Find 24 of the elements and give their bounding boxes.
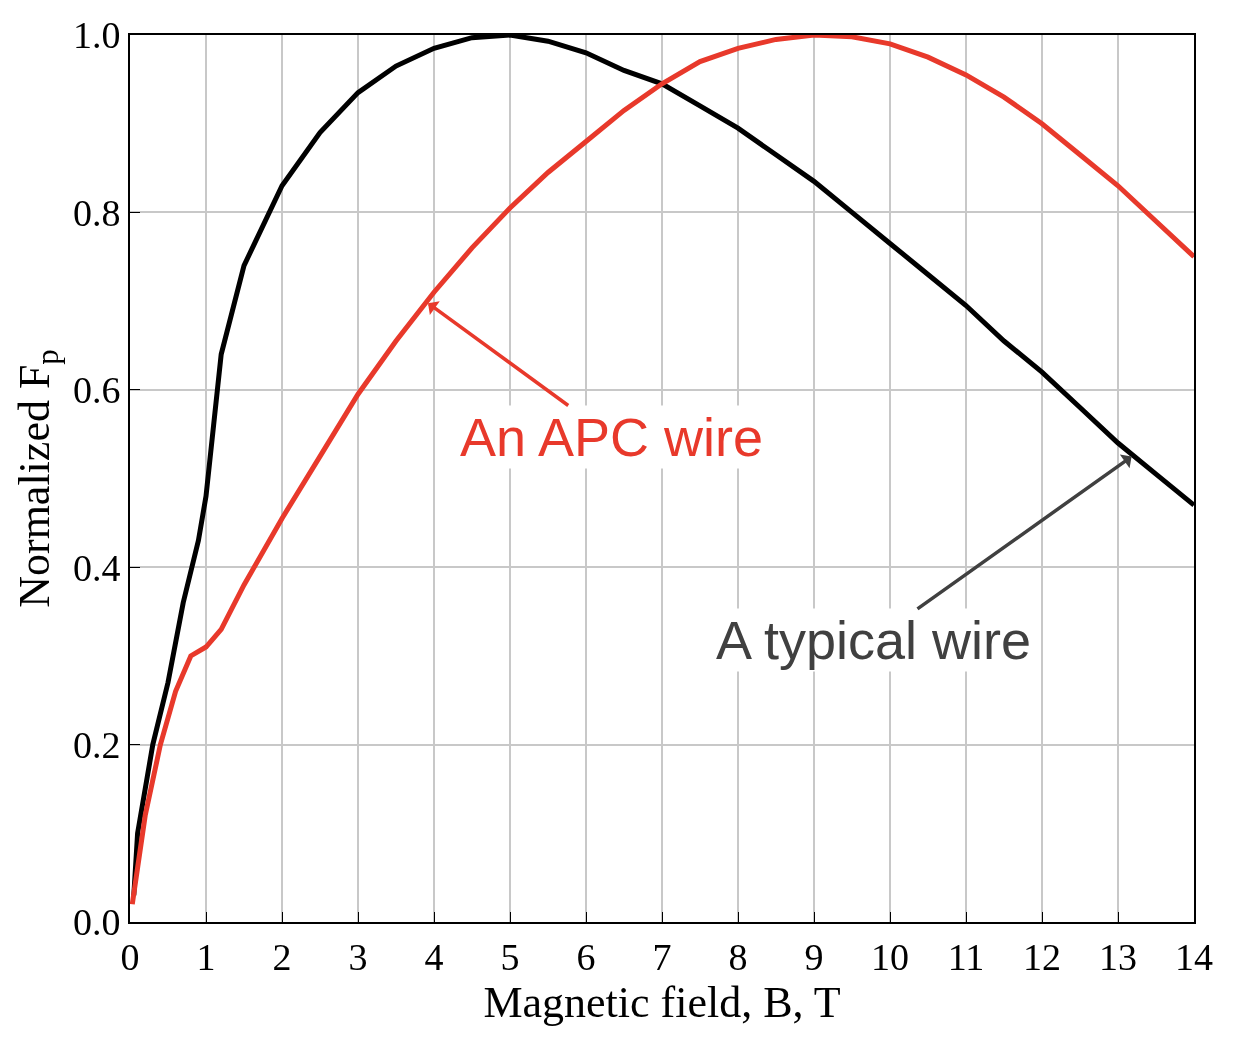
x-tick-label: 10 [871, 935, 909, 978]
x-tick-label: 12 [1023, 935, 1061, 978]
x-axis-title: Magnetic field, B, T [483, 977, 841, 1027]
x-tick-label: 4 [424, 935, 444, 978]
x-tick-label: 13 [1099, 935, 1137, 978]
y-tick-label: 1.0 [72, 14, 121, 57]
x-tick-label: 8 [728, 935, 748, 978]
x-tick-label: 6 [576, 935, 596, 978]
y-tick-label: 0.6 [72, 369, 121, 412]
annotation: A typical wire [716, 610, 1032, 670]
x-tick-label: 1 [196, 935, 216, 978]
annotation: An APC wire [460, 407, 764, 467]
x-tick-label: 3 [348, 935, 368, 978]
y-tick-label: 0.0 [72, 901, 121, 944]
y-tick-label: 0.4 [72, 546, 121, 589]
x-tick-label: 0 [120, 935, 140, 978]
x-tick-label: 2 [272, 935, 292, 978]
y-tick-label: 0.8 [72, 191, 121, 234]
x-tick-label: 14 [1175, 935, 1213, 978]
x-tick-label: 9 [804, 935, 824, 978]
x-tick-label: 7 [652, 935, 672, 978]
x-tick-label: 5 [500, 935, 520, 978]
y-tick-label: 0.2 [72, 723, 121, 766]
x-tick-label: 11 [947, 935, 985, 978]
